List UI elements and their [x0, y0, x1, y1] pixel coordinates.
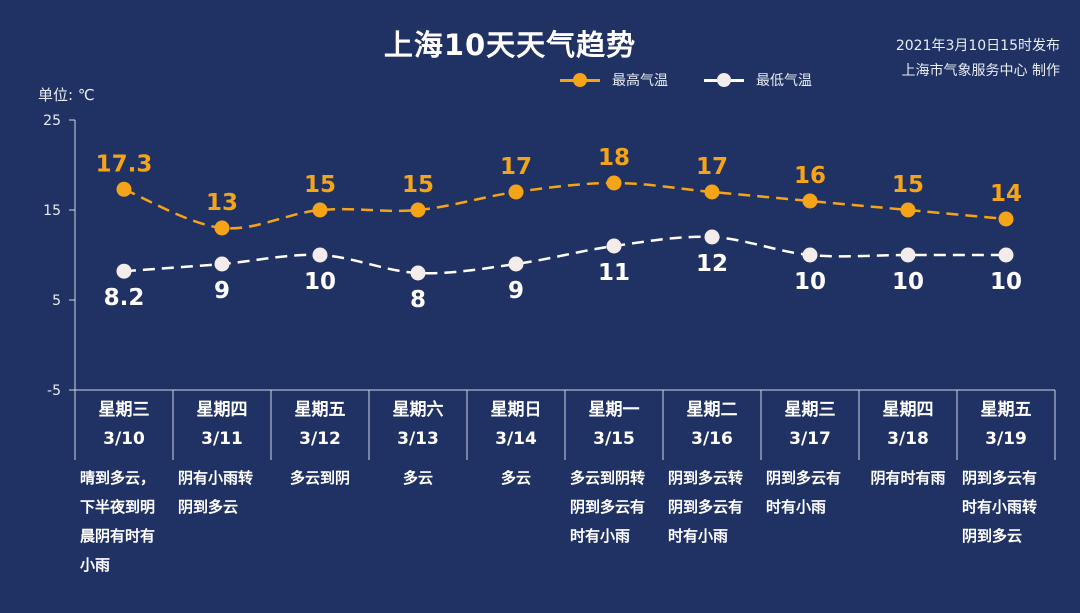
data-point-high: [900, 202, 916, 218]
day-column: 星期日 3/14: [467, 396, 565, 454]
weekday-label: 星期三: [98, 400, 150, 420]
legend-label-low: 最低气温: [756, 73, 812, 89]
data-point-low: [998, 247, 1014, 263]
date-label: 3/14: [495, 429, 537, 449]
data-label-low: 9: [214, 278, 230, 304]
series-line-low: [123, 235, 1006, 275]
weekday-label: 星期四: [196, 400, 248, 420]
weather-description: 多云: [402, 469, 433, 487]
weather-description: 阴有小雨转 阴到多云: [178, 469, 254, 516]
day-column: 星期三 3/10: [75, 396, 173, 454]
weekday-label: 星期二: [686, 400, 738, 420]
data-label-high: 15: [892, 172, 924, 198]
weekday-label: 星期日: [490, 400, 542, 420]
day-column: 星期一 3/15: [565, 396, 663, 454]
y-tick-label: 5: [52, 293, 61, 309]
date-label: 3/12: [299, 429, 341, 449]
data-label-high: 14: [990, 181, 1022, 207]
data-label-high: 15: [304, 172, 336, 198]
data-label-low: 9: [508, 278, 524, 304]
weather-description: 多云: [500, 469, 531, 487]
data-label-low: 10: [304, 269, 336, 295]
data-label-low: 10: [892, 269, 924, 295]
weekday-label: 星期一: [588, 400, 640, 420]
data-label-low: 8: [410, 287, 426, 313]
data-point-low: [802, 247, 818, 263]
data-point-high: [704, 184, 720, 200]
weekday-label: 星期四: [882, 400, 934, 420]
y-tick-label: 25: [43, 113, 61, 129]
legend-item-low: 最低气温: [704, 70, 812, 90]
weather-description: 阴有时有雨: [870, 469, 946, 487]
data-point-high: [214, 220, 230, 236]
weather-description: 多云到阴: [289, 469, 350, 487]
data-point-low: [312, 247, 328, 263]
data-label-high: 17: [696, 154, 728, 180]
data-point-high: [116, 181, 132, 197]
date-label: 3/19: [985, 429, 1027, 449]
date-label: 3/11: [201, 429, 243, 449]
legend-swatch-low: [704, 72, 744, 88]
y-tick-label: 15: [43, 203, 61, 219]
date-label: 3/13: [397, 429, 439, 449]
series-line-high: [123, 181, 1007, 230]
day-column: 星期五 3/12: [271, 396, 369, 454]
legend-swatch-high: [560, 72, 600, 88]
day-column: 星期六 3/13: [369, 396, 467, 454]
legend-item-high: 最高气温: [560, 70, 668, 90]
data-label-low: 10: [990, 269, 1022, 295]
data-label-low: 12: [696, 251, 728, 277]
data-point-high: [998, 211, 1014, 227]
data-label-high: 17: [500, 154, 532, 180]
data-point-low: [704, 229, 720, 245]
data-label-high: 17.3: [96, 151, 153, 177]
weekday-label: 星期五: [294, 400, 346, 420]
data-label-high: 13: [206, 190, 238, 216]
day-column: 星期二 3/16: [663, 396, 761, 454]
day-column: 星期四 3/11: [173, 396, 271, 454]
data-label-high: 15: [402, 172, 434, 198]
date-label: 3/10: [103, 429, 145, 449]
data-label-high: 18: [598, 145, 630, 171]
y-tick-label: -5: [47, 383, 61, 399]
data-point-low: [410, 265, 426, 281]
data-point-high: [802, 193, 818, 209]
weather-description: 阴到多云转 阴到多云有 时有小雨: [668, 469, 744, 545]
weekday-label: 星期三: [784, 400, 836, 420]
data-label-low: 11: [598, 260, 630, 286]
weekday-label: 星期五: [980, 400, 1032, 420]
date-label: 3/16: [691, 429, 733, 449]
weather-description: 晴到多云， 下半夜到明 晨阴有时有 小雨: [80, 469, 156, 574]
day-column: 星期三 3/17: [761, 396, 859, 454]
data-point-high: [410, 202, 426, 218]
data-point-low: [116, 263, 132, 279]
data-label-low: 8.2: [104, 285, 145, 311]
date-label: 3/18: [887, 429, 929, 449]
weather-description: 多云到阴转 阴到多云有 时有小雨: [570, 469, 646, 545]
chart-title: 上海10天天气趋势: [383, 28, 637, 62]
data-point-low: [900, 247, 916, 263]
legend-label-high: 最高气温: [612, 73, 668, 89]
publish-time: 2021年3月10日15时发布: [895, 38, 1060, 54]
data-point-high: [508, 184, 524, 200]
unit-label: 单位: ℃: [38, 86, 95, 104]
data-point-high: [606, 175, 622, 191]
date-label: 3/17: [789, 429, 831, 449]
weather-description: 阴到多云有 时有小雨: [766, 469, 842, 516]
day-column: 星期五 3/19: [957, 396, 1055, 454]
data-point-low: [606, 238, 622, 254]
data-point-high: [312, 202, 328, 218]
data-point-low: [214, 256, 230, 272]
data-label-low: 10: [794, 269, 826, 295]
date-label: 3/15: [593, 429, 635, 449]
weather-description: 阴到多云有 时有小雨转 阴到多云: [962, 469, 1038, 545]
legend: 最高气温 最低气温: [560, 70, 812, 90]
data-label-high: 16: [794, 163, 826, 189]
publisher: 上海市气象服务中心 制作: [901, 63, 1060, 79]
data-point-low: [508, 256, 524, 272]
day-column: 星期四 3/18: [859, 396, 957, 454]
weekday-label: 星期六: [392, 400, 444, 420]
publish-info: 2021年3月10日15时发布 上海市气象服务中心 制作: [896, 34, 1060, 84]
